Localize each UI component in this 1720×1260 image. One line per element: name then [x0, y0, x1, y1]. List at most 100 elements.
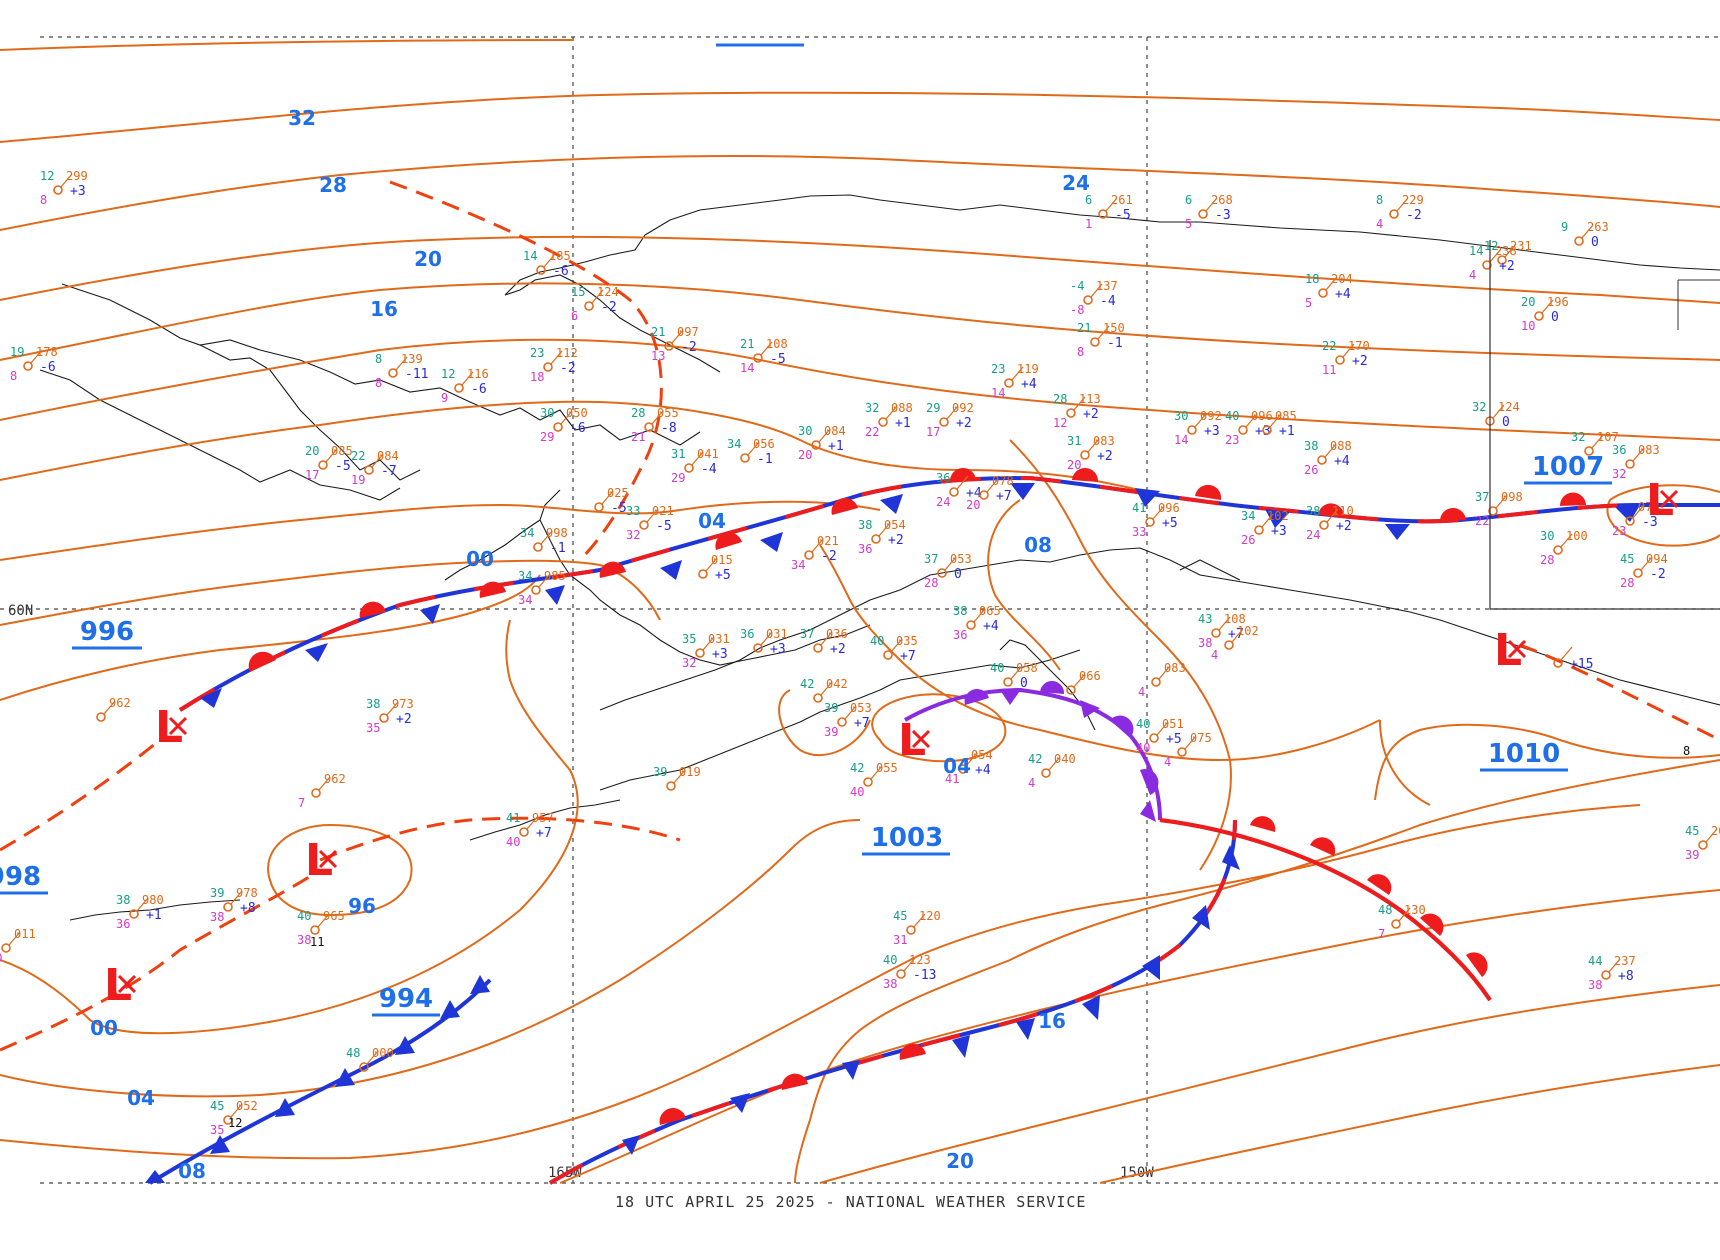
station-tendency: +2: [830, 642, 846, 657]
station-plot: 23 119+4 14: [991, 362, 1039, 400]
station-tendency: +2: [1499, 259, 1515, 274]
station-temp: 28: [631, 406, 645, 420]
station-plot: 34 998-1: [520, 526, 568, 556]
station-tendency: +2: [396, 712, 412, 727]
map-grid: 60N 165W 150W: [0, 36, 1720, 1184]
low-center: L: [1646, 475, 1679, 526]
station-pressure: 042: [826, 677, 848, 691]
station-dewpoint: -8: [1070, 303, 1084, 317]
station-plot: 32 088+1 22: [865, 401, 913, 439]
station-tendency: -2: [821, 549, 837, 564]
station-plot: 21 097-2 13: [651, 325, 699, 363]
station-temp: 38: [116, 893, 130, 907]
station-temp: 39: [824, 701, 838, 715]
map-footer: 18 UTC APRIL 25 2025 - NATIONAL WEATHER …: [615, 1193, 1086, 1211]
station-temp: 41: [506, 811, 520, 825]
station-tendency: +7: [996, 489, 1012, 504]
low-pressure-centers: L L L L L L: [104, 475, 1679, 1011]
station-circle: [1625, 516, 1635, 526]
station-dewpoint: 36: [116, 917, 130, 931]
station-pressure: 973: [392, 697, 414, 711]
station-temp: 22: [1322, 339, 1336, 353]
station-pressure: 065: [979, 604, 1001, 618]
station-circle: [837, 717, 847, 727]
station-tendency: +2: [956, 416, 972, 431]
station-pressure: 137: [1096, 279, 1118, 293]
station-temp: 45: [210, 1099, 224, 1113]
station-pressure: 021: [817, 534, 839, 548]
station-circle: [1391, 919, 1401, 929]
station-plot: 28 055-8 21: [631, 406, 679, 444]
station-temp: 38: [858, 518, 872, 532]
station-tendency: -4: [701, 462, 717, 477]
station-temp: 38: [1306, 504, 1320, 518]
station-dewpoint: 26: [1304, 463, 1318, 477]
station-dewpoint: 8: [40, 193, 47, 207]
station-pressure: 102: [1237, 624, 1259, 638]
station-pressure: 124: [1498, 400, 1520, 414]
station-temp: 42: [1028, 752, 1042, 766]
station-dewpoint: 22: [865, 425, 879, 439]
station-plot: 42 042: [800, 677, 848, 703]
station-temp: 8: [375, 352, 382, 366]
station-tendency: -3: [1642, 515, 1658, 530]
station-circle: [1238, 425, 1248, 435]
station-temp: 44: [1588, 954, 1602, 968]
station-plot: 39 978+8 38: [210, 886, 258, 924]
station-temp: 6: [1185, 193, 1192, 207]
station-extra: 8: [1683, 744, 1690, 758]
isobar-label: 00: [90, 1016, 118, 1040]
station-pressure: 113: [1079, 392, 1101, 406]
station-temp: 19: [10, 345, 24, 359]
station-plot: 078+7 20: [966, 474, 1014, 512]
station-pressure: 088: [1330, 439, 1352, 453]
station-tendency: +4: [1021, 377, 1037, 392]
station-plot: 37 098 22: [1475, 490, 1523, 528]
station-tendency: 0: [1591, 235, 1599, 250]
station-plot: 40 051+5 40: [1136, 717, 1184, 755]
isobar-label: 08: [178, 1159, 206, 1183]
isobar-label: 04: [698, 509, 726, 533]
station-tendency: -8: [661, 421, 677, 436]
station-pressure: 965: [323, 909, 345, 923]
station-plot: 8 139-11 8: [375, 352, 428, 390]
station-temp: 18: [1305, 272, 1319, 286]
station-pressure: 229: [1402, 193, 1424, 207]
station-circle: [664, 341, 674, 351]
station-dewpoint: 17: [926, 425, 940, 439]
station-dewpoint: 4: [1376, 217, 1383, 231]
station-pressure: 050: [566, 406, 588, 420]
station-plot: -4 137-4-8: [1070, 279, 1118, 317]
station-pressure: 998: [546, 526, 568, 540]
station-dewpoint: 35: [210, 1123, 224, 1137]
station-tendency: +1: [1279, 424, 1295, 439]
station-circle: [1098, 209, 1108, 219]
station-plot: 6 268-3 5: [1185, 193, 1233, 231]
station-temp: 36: [1612, 443, 1626, 457]
station-circle: [23, 361, 33, 371]
station-pressure: 021: [652, 504, 674, 518]
low-center: L: [305, 835, 338, 886]
station-dewpoint: 14: [740, 361, 754, 375]
station-circle: [698, 569, 708, 579]
station-circle: [1625, 459, 1635, 469]
station-pressure: 085: [331, 444, 353, 458]
station-dewpoint: 4: [1138, 685, 1145, 699]
station-dewpoint: 4: [1469, 268, 1476, 282]
station-pressure: 054: [971, 748, 993, 762]
station-pressure: 036: [826, 627, 848, 641]
station-temp: 29: [926, 401, 940, 415]
station-tendency: +4: [966, 486, 982, 501]
station-circle: [949, 487, 959, 497]
pressure-center-labels: 996 998 994 1003 1007 1010: [0, 43, 1612, 1017]
station-circle: [1211, 628, 1221, 638]
station-tendency: -11: [405, 367, 428, 382]
station-dewpoint: 40: [850, 785, 864, 799]
station-plot: 41 096+5 33: [1132, 501, 1180, 539]
station-plot: 20 085-5 17: [305, 444, 353, 482]
station-dewpoint: 18: [530, 370, 544, 384]
station-tendency: +4: [1335, 287, 1351, 302]
station-pressure: 231: [1510, 239, 1532, 253]
low-center: L: [104, 960, 137, 1011]
station-tendency: +7: [1228, 627, 1244, 642]
